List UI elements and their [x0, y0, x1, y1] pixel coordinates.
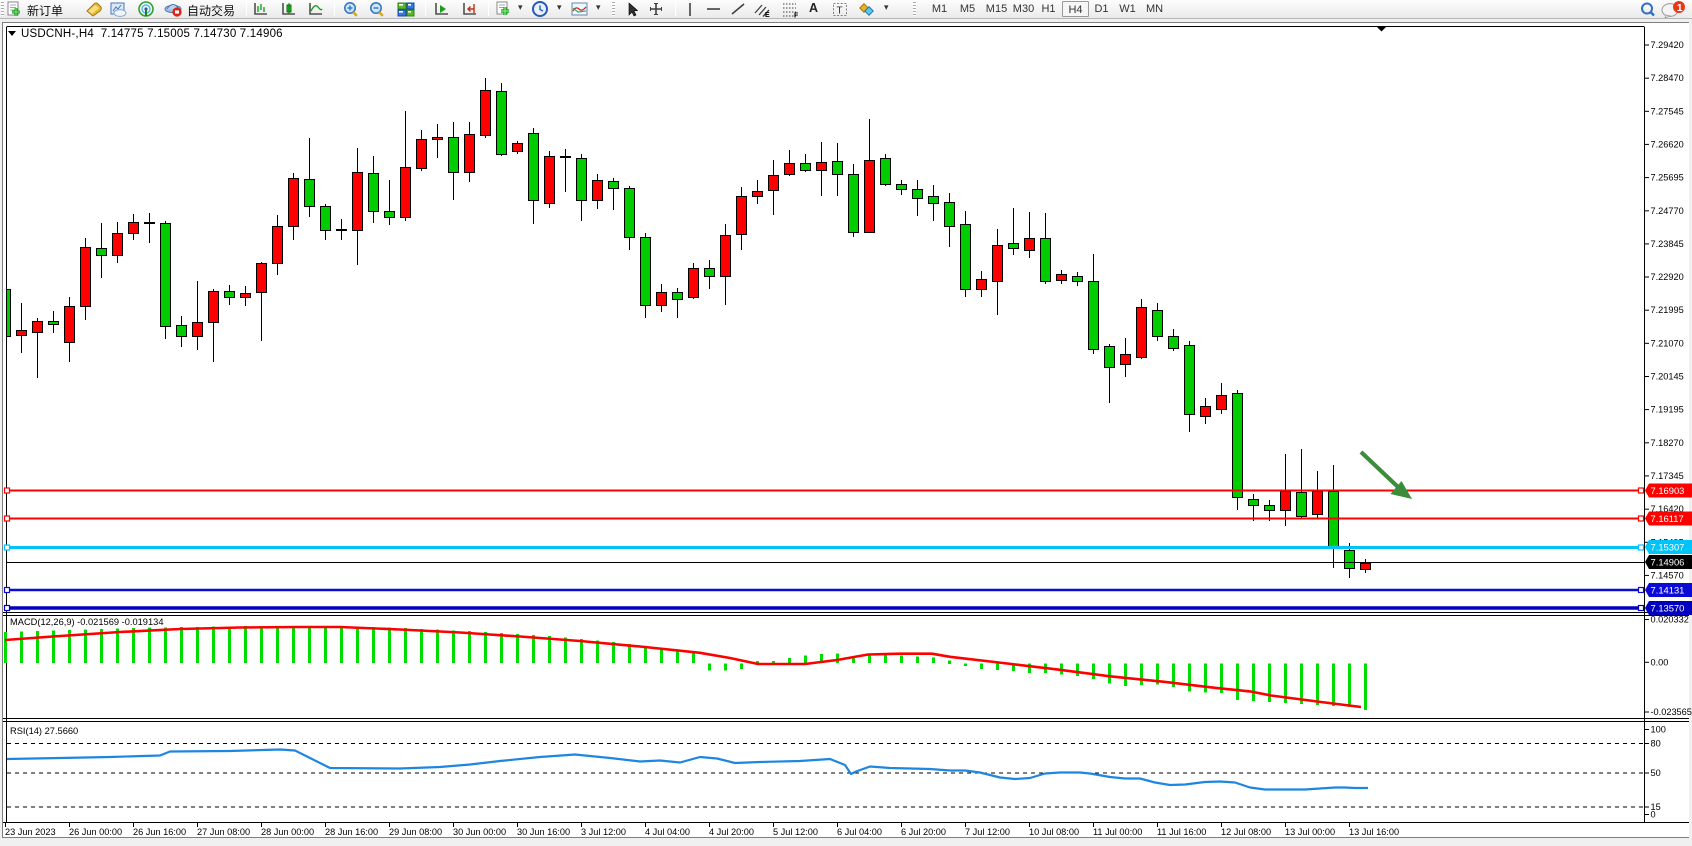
svg-text:80: 80: [1651, 739, 1661, 749]
svg-text:6 Jul 20:00: 6 Jul 20:00: [901, 827, 946, 837]
svg-text:29 Jun 08:00: 29 Jun 08:00: [389, 827, 442, 837]
svg-text:7.21995: 7.21995: [1651, 305, 1684, 315]
svg-text:26 Jun 00:00: 26 Jun 00:00: [69, 827, 122, 837]
svg-text:4 Jul 20:00: 4 Jul 20:00: [709, 827, 754, 837]
svg-text:11 Jul 16:00: 11 Jul 16:00: [1157, 827, 1206, 837]
svg-text:3 Jul 12:00: 3 Jul 12:00: [581, 827, 626, 837]
svg-text:7.21070: 7.21070: [1651, 338, 1684, 348]
svg-text:7.14570: 7.14570: [1651, 570, 1684, 580]
svg-text:7.18270: 7.18270: [1651, 438, 1684, 448]
svg-text:7.25695: 7.25695: [1651, 173, 1684, 183]
svg-text:12 Jul 08:00: 12 Jul 08:00: [1221, 827, 1271, 837]
svg-text:13 Jul 00:00: 13 Jul 00:00: [1285, 827, 1335, 837]
svg-text:7.15307: 7.15307: [1651, 542, 1685, 553]
svg-text:4 Jul 04:00: 4 Jul 04:00: [645, 827, 690, 837]
svg-text:15: 15: [1651, 802, 1661, 812]
svg-text:7.28470: 7.28470: [1651, 73, 1684, 83]
svg-text:7.16117: 7.16117: [1651, 513, 1684, 524]
svg-text:11 Jul 00:00: 11 Jul 00:00: [1093, 827, 1142, 837]
svg-text:23 Jun 2023: 23 Jun 2023: [5, 827, 56, 837]
svg-text:USDCNH-,H4 7.14775 7.15005 7.: USDCNH-,H4 7.14775 7.15005 7.14730 7.149…: [21, 28, 283, 40]
svg-text:7.13570: 7.13570: [1651, 603, 1685, 614]
svg-text:0: 0: [1651, 810, 1656, 820]
svg-text:6 Jul 04:00: 6 Jul 04:00: [837, 827, 882, 837]
svg-text:7.20145: 7.20145: [1651, 372, 1684, 382]
svg-text:28 Jun 00:00: 28 Jun 00:00: [261, 827, 314, 837]
svg-text:1: 1: [1677, 2, 1683, 14]
svg-text:7.19195: 7.19195: [1651, 405, 1684, 415]
svg-text:7.14131: 7.14131: [1651, 585, 1685, 596]
svg-text:7.24770: 7.24770: [1651, 206, 1684, 216]
svg-text:RSI(14) 27.5660: RSI(14) 27.5660: [10, 726, 78, 736]
svg-text:26 Jun 16:00: 26 Jun 16:00: [133, 827, 186, 837]
svg-text:7 Jul 12:00: 7 Jul 12:00: [965, 827, 1010, 837]
svg-text:28 Jun 16:00: 28 Jun 16:00: [325, 827, 378, 837]
svg-text:F: F: [794, 13, 799, 19]
svg-text:MACD(12,26,9) -0.021569 -0.019: MACD(12,26,9) -0.021569 -0.019134: [10, 617, 164, 627]
svg-text:-0.023565: -0.023565: [1651, 707, 1692, 717]
svg-text:30 Jun 16:00: 30 Jun 16:00: [517, 827, 570, 837]
svg-text:7.27545: 7.27545: [1651, 106, 1684, 116]
svg-text:7.16420: 7.16420: [1651, 504, 1684, 514]
svg-text:7.17345: 7.17345: [1651, 471, 1684, 481]
svg-text:E: E: [765, 12, 770, 18]
svg-text:7.22920: 7.22920: [1651, 272, 1684, 282]
svg-text:30 Jun 00:00: 30 Jun 00:00: [453, 827, 506, 837]
svg-text:27 Jun 08:00: 27 Jun 08:00: [197, 827, 250, 837]
svg-text:0.00: 0.00: [1651, 657, 1669, 667]
svg-text:13 Jul 16:00: 13 Jul 16:00: [1349, 827, 1399, 837]
svg-text:0.020332: 0.020332: [1651, 615, 1689, 625]
svg-text:10 Jul 08:00: 10 Jul 08:00: [1029, 827, 1079, 837]
svg-text:T: T: [837, 6, 843, 17]
svg-text:7.29420: 7.29420: [1651, 40, 1684, 50]
svg-text:5 Jul 12:00: 5 Jul 12:00: [773, 827, 818, 837]
svg-text:7.23845: 7.23845: [1651, 239, 1684, 249]
svg-text:7.16903: 7.16903: [1651, 485, 1685, 496]
svg-text:7.26620: 7.26620: [1651, 139, 1684, 149]
svg-text:7.14906: 7.14906: [1651, 557, 1685, 568]
svg-text:50: 50: [1651, 768, 1661, 778]
svg-text:100: 100: [1651, 725, 1666, 735]
